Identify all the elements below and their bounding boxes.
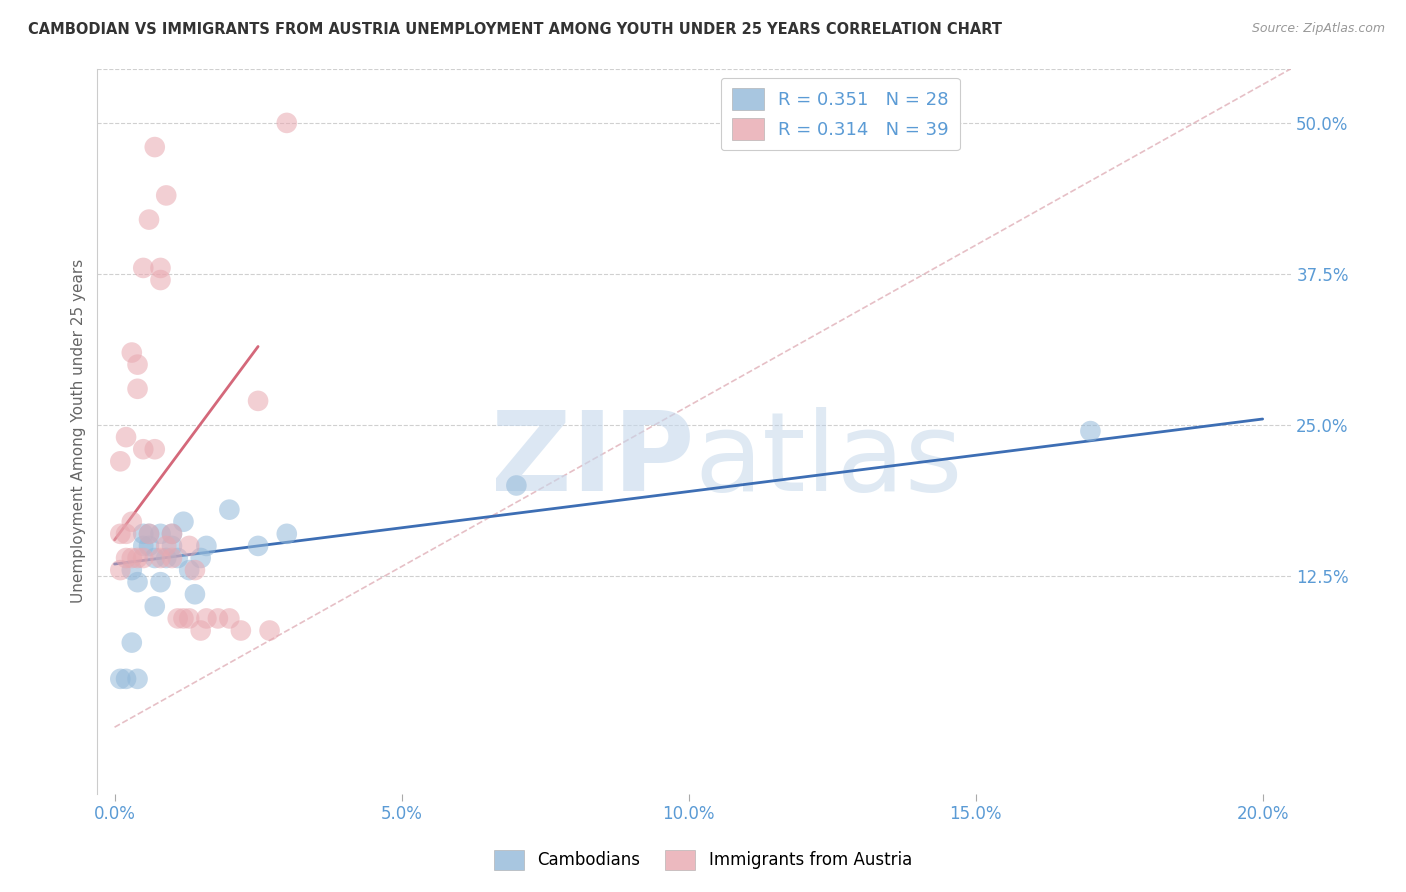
Point	[132, 539, 155, 553]
Point	[160, 539, 183, 553]
Point	[115, 551, 138, 566]
Point	[155, 551, 177, 566]
Point	[218, 611, 240, 625]
Point	[276, 116, 298, 130]
Point	[127, 575, 149, 590]
Point	[247, 393, 270, 408]
Point	[149, 260, 172, 275]
Point	[138, 526, 160, 541]
Point	[127, 672, 149, 686]
Point	[121, 515, 143, 529]
Point	[166, 551, 188, 566]
Point	[195, 611, 218, 625]
Point	[121, 345, 143, 359]
Point	[127, 358, 149, 372]
Point	[138, 526, 160, 541]
Point	[132, 526, 155, 541]
Point	[172, 611, 194, 625]
Y-axis label: Unemployment Among Youth under 25 years: Unemployment Among Youth under 25 years	[72, 259, 86, 603]
Point	[143, 551, 166, 566]
Point	[172, 515, 194, 529]
Point	[276, 526, 298, 541]
Point	[127, 551, 149, 566]
Legend: R = 0.351   N = 28, R = 0.314   N = 39: R = 0.351 N = 28, R = 0.314 N = 39	[721, 78, 960, 151]
Point	[132, 442, 155, 457]
Point	[149, 551, 172, 566]
Point	[190, 551, 212, 566]
Point	[195, 539, 218, 553]
Point	[110, 526, 132, 541]
Point	[138, 212, 160, 227]
Point	[155, 539, 177, 553]
Point	[155, 188, 177, 202]
Point	[218, 502, 240, 516]
Point	[121, 563, 143, 577]
Point	[259, 624, 281, 638]
Point	[132, 551, 155, 566]
Point	[160, 551, 183, 566]
Point	[115, 526, 138, 541]
Point	[110, 672, 132, 686]
Point	[160, 526, 183, 541]
Point	[127, 382, 149, 396]
Point	[149, 526, 172, 541]
Point	[121, 551, 143, 566]
Point	[184, 563, 207, 577]
Point	[190, 624, 212, 638]
Point	[166, 611, 188, 625]
Text: ZIP: ZIP	[491, 407, 695, 514]
Point	[138, 539, 160, 553]
Legend: Cambodians, Immigrants from Austria: Cambodians, Immigrants from Austria	[488, 843, 918, 877]
Point	[505, 478, 527, 492]
Point	[229, 624, 252, 638]
Point	[184, 587, 207, 601]
Point	[132, 260, 155, 275]
Point	[179, 611, 201, 625]
Point	[143, 599, 166, 614]
Point	[160, 526, 183, 541]
Point	[121, 635, 143, 649]
Point	[179, 563, 201, 577]
Point	[1080, 424, 1102, 438]
Point	[143, 442, 166, 457]
Point	[110, 563, 132, 577]
Point	[247, 539, 270, 553]
Point	[149, 273, 172, 287]
Text: Source: ZipAtlas.com: Source: ZipAtlas.com	[1251, 22, 1385, 36]
Point	[179, 539, 201, 553]
Point	[143, 140, 166, 154]
Point	[110, 454, 132, 468]
Point	[115, 672, 138, 686]
Point	[115, 430, 138, 444]
Text: atlas: atlas	[695, 407, 963, 514]
Text: CAMBODIAN VS IMMIGRANTS FROM AUSTRIA UNEMPLOYMENT AMONG YOUTH UNDER 25 YEARS COR: CAMBODIAN VS IMMIGRANTS FROM AUSTRIA UNE…	[28, 22, 1002, 37]
Point	[149, 575, 172, 590]
Point	[207, 611, 229, 625]
